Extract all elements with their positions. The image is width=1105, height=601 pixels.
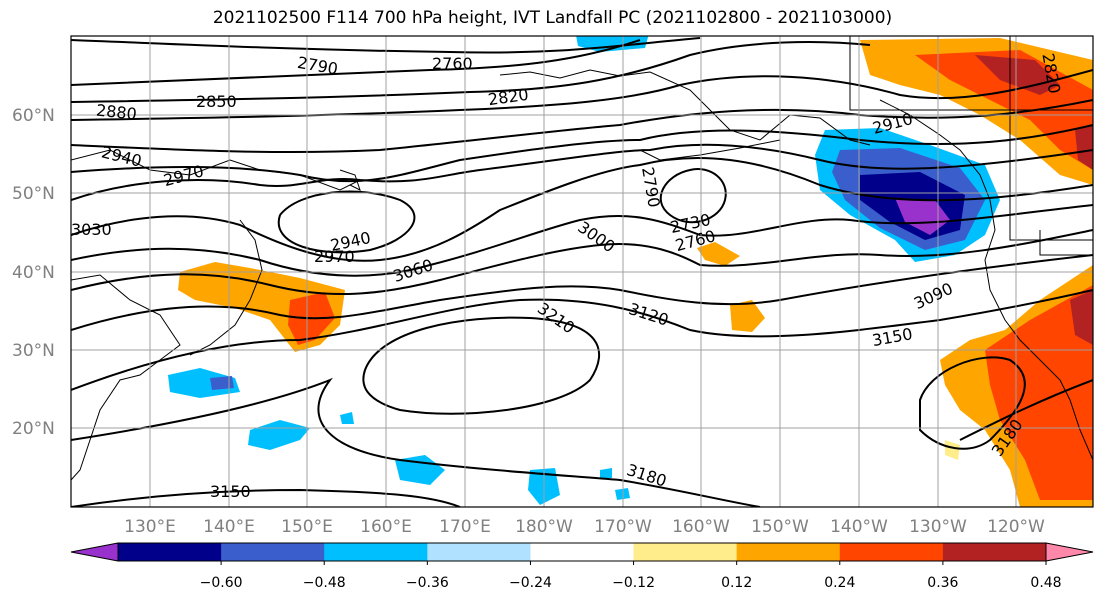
colorbar-tick-label: 0.36 [927,575,958,591]
colorbar-tick-label: −0.36 [406,575,449,591]
colorbar-tick-label: −0.12 [612,575,655,591]
colorbar: −0.60 −0.48 −0.36 −0.24 −0.12 0.12 0.24 0.36 0.4… [70,542,1094,591]
latitude-labels: 60°N 50°N 40°N 30°N 20°N [12,106,55,439]
graticule [71,36,1093,507]
colorbar-swatch [633,543,738,561]
lat-label-60n: 60°N [12,106,55,126]
colorbar-swatch [118,543,222,561]
lat-label-40n: 40°N [12,263,55,283]
contour-label: 2880 [95,101,137,124]
lon-label: 130°W [909,517,967,537]
contour-label: 2760 [432,54,473,73]
lat-label-20n: 20°N [12,419,55,439]
contour-label: 2970 [314,247,355,266]
contour-label: 3150 [210,482,251,501]
contour-label: 3030 [71,220,112,239]
colorbar-swatch [736,543,841,561]
colorbar-tick-label: 0.12 [721,575,752,591]
colorbar-swatch [71,543,118,561]
lon-label: 170°E [439,517,491,537]
lon-label: 150°E [281,517,333,537]
colorbar-tick-label: −0.48 [303,575,346,591]
lon-label: 160°E [360,517,412,537]
colorbar-tick-label: 0.24 [824,575,855,591]
colorbar-swatch [427,543,531,561]
colorbar-swatch [221,543,325,561]
contour-label: 2850 [196,92,237,111]
colorbar-swatches [71,543,1093,561]
lon-label: 160°W [672,517,730,537]
map-title: 2021102500 F114 700 hPa height, IVT Land… [212,8,893,28]
colorbar-swatch [839,543,944,561]
lon-label: 140°E [203,517,255,537]
lat-label-30n: 30°N [12,341,55,361]
colorbar-tick-label: −0.24 [509,575,552,591]
lon-label: 140°W [830,517,888,537]
lon-label: 130°E [124,517,176,537]
lon-label: 170°W [594,517,652,537]
colorbar-ticks: −0.60 −0.48 −0.36 −0.24 −0.12 0.12 0.24 0.36 0.4… [200,561,1062,591]
lon-label: 120°W [987,517,1045,537]
lon-label: 150°W [751,517,809,537]
lat-label-50n: 50°N [12,184,55,204]
lon-label: 180°W [515,517,573,537]
colorbar-tick-label: 0.48 [1030,575,1061,591]
colorbar-tick-label: −0.60 [200,575,243,591]
colorbar-swatch [324,543,428,561]
longitude-labels: 130°E 140°E 150°E 160°E 170°E 180°W 170°… [124,517,1045,537]
colorbar-swatch [942,543,1047,561]
colorbar-swatch [530,543,635,561]
colorbar-swatch [1046,543,1093,561]
